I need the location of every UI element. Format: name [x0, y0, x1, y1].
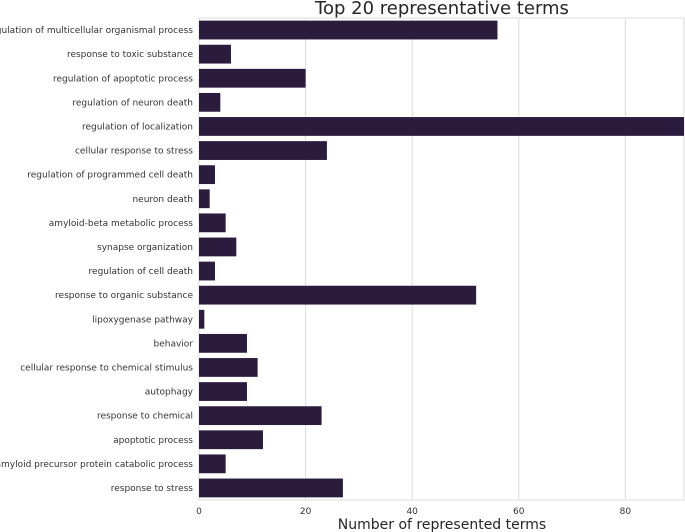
x-tick-label: 0 — [196, 507, 202, 517]
bar — [199, 20, 498, 40]
y-tick-label: response to stress — [111, 484, 194, 494]
y-tick-label: amyloid precursor protein catabolic proc… — [0, 460, 193, 470]
bar — [199, 333, 247, 353]
bar — [199, 309, 205, 329]
y-tick-label: lipoxygenase pathway — [92, 315, 193, 325]
y-tick-label: cellular response to chemical stimulus — [20, 363, 193, 373]
bar — [199, 189, 210, 209]
y-tick-label: response to organic substance — [55, 291, 193, 301]
y-tick-label: regulation of neuron death — [72, 98, 193, 108]
x-tick-labels: 0 20 40 60 80 — [196, 507, 631, 517]
x-tick-label: 60 — [513, 507, 525, 517]
bar — [199, 406, 322, 426]
bar — [199, 165, 215, 185]
bar — [199, 213, 226, 233]
y-tick-label: cellular response to stress — [75, 147, 193, 157]
bar — [199, 382, 247, 401]
bar — [199, 44, 231, 64]
bar — [199, 454, 226, 474]
y-tick-label: regulation of localization — [82, 122, 193, 132]
bar — [199, 237, 237, 257]
bar — [199, 358, 258, 377]
plot-frame — [198, 17, 685, 501]
y-tick-label: autophagy — [145, 388, 194, 398]
x-tick-label: 20 — [300, 507, 312, 517]
y-tick-label: response to toxic substance — [67, 50, 194, 60]
bar — [199, 261, 215, 281]
bar — [199, 92, 221, 112]
y-tick-label: behavior — [153, 339, 193, 349]
bar — [199, 478, 343, 498]
y-tick-label: regulation of apoptotic process — [53, 74, 193, 84]
bar — [199, 141, 327, 160]
x-tick-label: 40 — [406, 507, 418, 517]
y-tick-labels: regulation of multicellular organismal p… — [0, 26, 194, 494]
gridlines — [198, 17, 685, 501]
y-tick-label: regulation of cell death — [89, 267, 193, 277]
chart-title: Top 20 representative terms — [314, 0, 569, 19]
bar — [199, 285, 477, 305]
y-tick-label: regulation of programmed cell death — [27, 171, 193, 181]
x-axis-label: Number of represented terms — [338, 517, 546, 532]
x-tick-label: 80 — [620, 507, 632, 517]
bars — [199, 20, 684, 498]
bar — [199, 430, 263, 450]
bar — [199, 117, 684, 136]
y-tick-label: synapse organization — [97, 243, 193, 253]
y-tick-label: amyloid-beta metabolic process — [49, 219, 194, 229]
y-tick-label: response to chemical — [97, 412, 193, 422]
y-tick-label: regulation of multicellular organismal p… — [0, 26, 193, 36]
y-tick-label: neuron death — [132, 195, 193, 205]
bar — [199, 68, 306, 88]
y-tick-label: apoptotic process — [113, 436, 193, 446]
